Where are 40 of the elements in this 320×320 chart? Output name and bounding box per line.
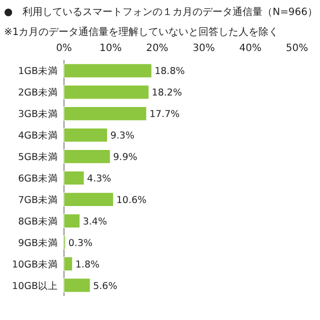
y-tick-label: 8GB未満 — [18, 215, 58, 228]
bar — [64, 64, 152, 78]
y-tick-label: 10GB未満 — [12, 258, 58, 270]
chart-title: ● 利用しているスマートフォンの１カ月のデータ通信量（N=966） — [4, 6, 318, 18]
x-tick-label: 50% — [286, 43, 308, 54]
bar — [64, 85, 150, 100]
y-tick-label: 2GB未満 — [18, 86, 58, 99]
y-tick-label: 3GB未満 — [18, 108, 58, 120]
bar — [64, 170, 84, 186]
bar — [64, 192, 114, 207]
bar — [64, 278, 90, 292]
y-tick-label: 5GB未満 — [18, 151, 58, 164]
data-label: 18.2% — [152, 88, 182, 99]
bar — [64, 106, 147, 121]
data-label: 1.8% — [75, 259, 100, 270]
data-label: 4.3% — [87, 174, 112, 184]
y-tick-label: 6GB未満 — [18, 172, 58, 184]
bar — [64, 214, 80, 228]
data-label: 10.6% — [116, 194, 147, 206]
x-tick-label: 0% — [56, 43, 72, 54]
x-tick-label: 10% — [99, 43, 122, 54]
chart-subtitle: ※1カ月のデータ通信量を理解していないと回答した人を除く — [4, 26, 279, 38]
bar — [64, 149, 110, 164]
bar — [64, 128, 108, 142]
y-tick-label: 10GB以上 — [12, 280, 58, 292]
y-tick-label: 1GB未満 — [18, 65, 58, 78]
y-tick-label: 4GB未満 — [18, 130, 58, 142]
data-label: 9.3% — [110, 130, 134, 142]
y-tick-label: 9GB未満 — [18, 236, 58, 249]
data-label: 18.8% — [154, 66, 185, 78]
data-label: 3.4% — [82, 216, 107, 228]
bar — [64, 256, 73, 271]
x-tick-label: 30% — [192, 43, 215, 54]
x-tick-label: 20% — [146, 43, 168, 54]
data-label: 9.9% — [113, 152, 138, 164]
data-label: 5.6% — [93, 280, 118, 292]
y-tick-label: 7GB未満 — [18, 194, 58, 206]
data-label: 0.3% — [68, 238, 93, 249]
data-label: 17.7% — [149, 109, 180, 120]
x-tick-label: 40% — [239, 43, 262, 54]
